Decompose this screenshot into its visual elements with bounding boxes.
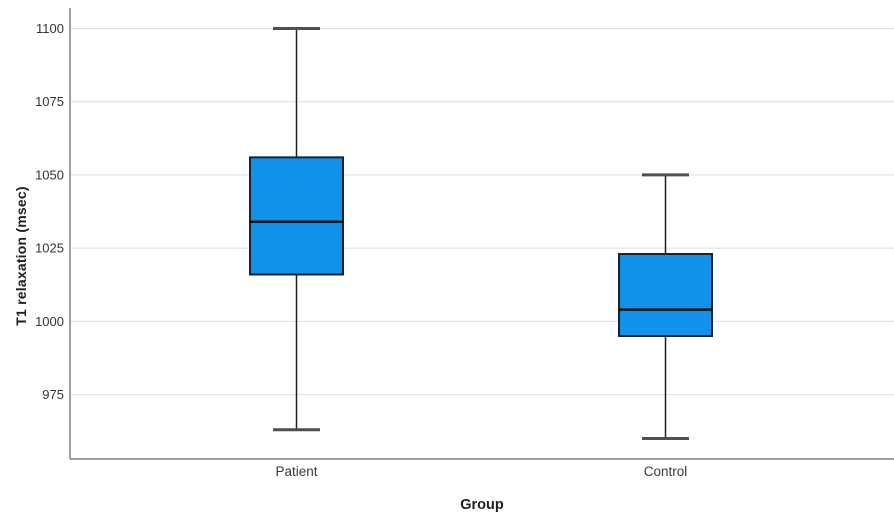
x-axis-title: Group	[460, 497, 504, 513]
iqr-box-control	[618, 253, 713, 337]
y-tick-label: 1075	[35, 94, 64, 109]
y-tick-label: 1100	[36, 21, 64, 36]
y-axis-title: T1 relaxation (msec)	[13, 186, 29, 326]
iqr-box-patient	[249, 156, 344, 276]
y-tick-label: 1000	[35, 314, 64, 329]
y-tick-label: 975	[42, 387, 64, 402]
category-label-control: Control	[644, 464, 688, 479]
y-tick-label: 1050	[35, 167, 64, 182]
y-tick-label: 1025	[35, 241, 64, 256]
category-label-patient: Patient	[275, 464, 317, 479]
